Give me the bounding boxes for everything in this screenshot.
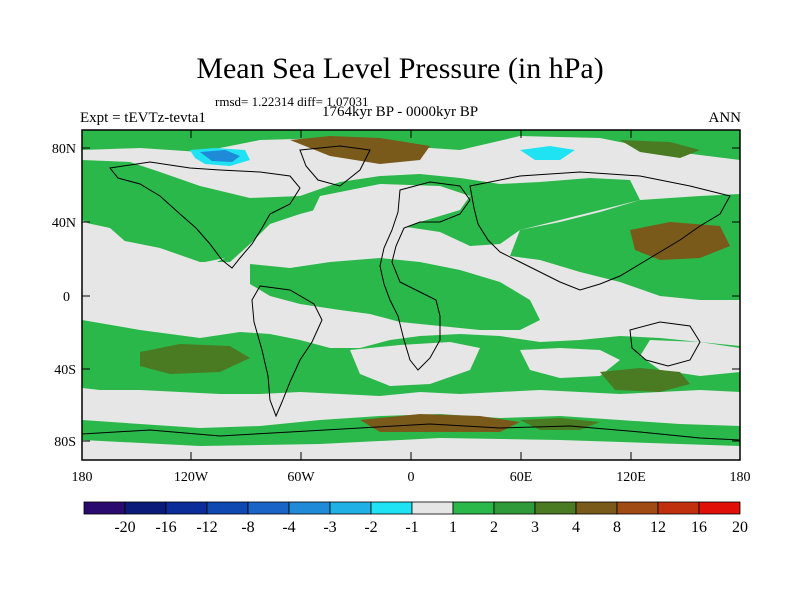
colorbar-label: -1 <box>405 519 418 536</box>
lon-label-180e: 180 <box>730 470 751 485</box>
siberia-cyan-patch <box>520 146 575 160</box>
lon-label-180w: 180 <box>72 470 93 485</box>
indian-ocean-neutral <box>520 348 620 378</box>
colorbar-swatch <box>83 501 126 515</box>
colorbar-label: -2 <box>364 519 377 536</box>
southern-indian-olive <box>600 368 690 392</box>
tropical-neutral-patch <box>265 300 330 334</box>
antarctic-brown-patch <box>360 414 520 432</box>
colorbar-swatch <box>452 501 495 515</box>
lat-label-40s: 40S <box>54 363 76 378</box>
lat-label-80n: 80N <box>52 142 76 157</box>
colorbar-swatch <box>370 501 413 515</box>
lon-label-0: 0 <box>408 470 415 485</box>
antarctica-outline <box>82 423 740 441</box>
south-america-outline <box>251 285 323 418</box>
asia-outline <box>469 171 731 291</box>
north-pacific-neutral <box>82 222 225 276</box>
colorbar-label: 20 <box>732 519 748 536</box>
colorbar-swatch <box>124 501 167 515</box>
colorbar-label: 1 <box>449 519 457 536</box>
lon-label-120w: 120W <box>174 470 209 485</box>
colorbar-label: -20 <box>114 519 135 536</box>
south-pacific-neutral <box>640 340 740 376</box>
tropical-green-band <box>250 258 540 330</box>
coastlines <box>82 145 740 441</box>
colorbar-label: -16 <box>155 519 176 536</box>
colorbar-label: 12 <box>650 519 666 536</box>
season-label: ANN <box>708 110 742 126</box>
australia-outline <box>629 321 701 367</box>
north-america-outline <box>109 161 301 269</box>
colorbar-swatch <box>534 501 577 515</box>
colorbar-label: -4 <box>282 519 295 536</box>
colorbar-label: -8 <box>241 519 254 536</box>
northwest-pacific-brown <box>630 222 730 260</box>
colorbar-label: 8 <box>613 519 621 536</box>
colorbar-swatch <box>575 501 618 515</box>
colorbar-label: 4 <box>572 519 580 536</box>
lat-label-40n: 40N <box>52 216 76 231</box>
colorbar-swatch <box>206 501 249 515</box>
colorbar-swatch <box>616 501 659 515</box>
colorbar-swatch <box>657 501 700 515</box>
colorbar-swatch <box>493 501 536 515</box>
colorbar-label: -3 <box>323 519 336 536</box>
colorbar-swatch <box>247 501 290 515</box>
lon-label-120e: 120E <box>616 470 646 485</box>
arctic-olive-patch <box>620 140 700 158</box>
stats-label: rmsd= 1.22314 diff= 1.07031 <box>215 94 369 109</box>
period-label: 1764kyr BP - 0000kyr BP <box>321 104 479 120</box>
colorbar-label: 2 <box>490 519 498 536</box>
colorbar-label: -12 <box>196 519 217 536</box>
lat-label-0: 0 <box>63 290 70 305</box>
europe-africa-outline <box>379 181 471 371</box>
arctic-brown-patch <box>290 136 430 164</box>
longitude-axis: 180 120W 60W 0 60E 120E 180 <box>72 130 751 485</box>
colorbar-swatch <box>329 501 372 515</box>
map-title: Mean Sea Level Pressure (in hPa) <box>196 52 604 85</box>
colorbar-swatch <box>698 501 741 515</box>
colorbar-swatch <box>288 501 331 515</box>
south-atlantic-neutral <box>350 342 480 386</box>
lon-label-60e: 60E <box>510 470 533 485</box>
southeast-pacific-olive <box>140 344 250 374</box>
greenland-blue-patch <box>200 150 240 162</box>
latitude-axis: 80N 40N 0 40S 80S <box>52 142 740 450</box>
colorbar-swatch <box>411 501 454 515</box>
lon-label-60w: 60W <box>287 470 315 485</box>
antarctic-neutral <box>82 438 740 460</box>
asia-pacific-green <box>510 194 740 300</box>
experiment-label: Expt = tEVTz-tevta1 <box>80 110 206 126</box>
lat-label-80s: 80S <box>54 435 76 450</box>
colorbar: -20 -16 -12 -8 -4 -3 -2 -1 1 2 3 4 8 12 16 20 <box>83 501 748 536</box>
colorbar-label: 3 <box>531 519 539 536</box>
colorbar-swatch <box>165 501 208 515</box>
greenland-outline <box>299 145 371 187</box>
pressure-field <box>82 130 740 460</box>
colorbar-label: 16 <box>691 519 707 536</box>
